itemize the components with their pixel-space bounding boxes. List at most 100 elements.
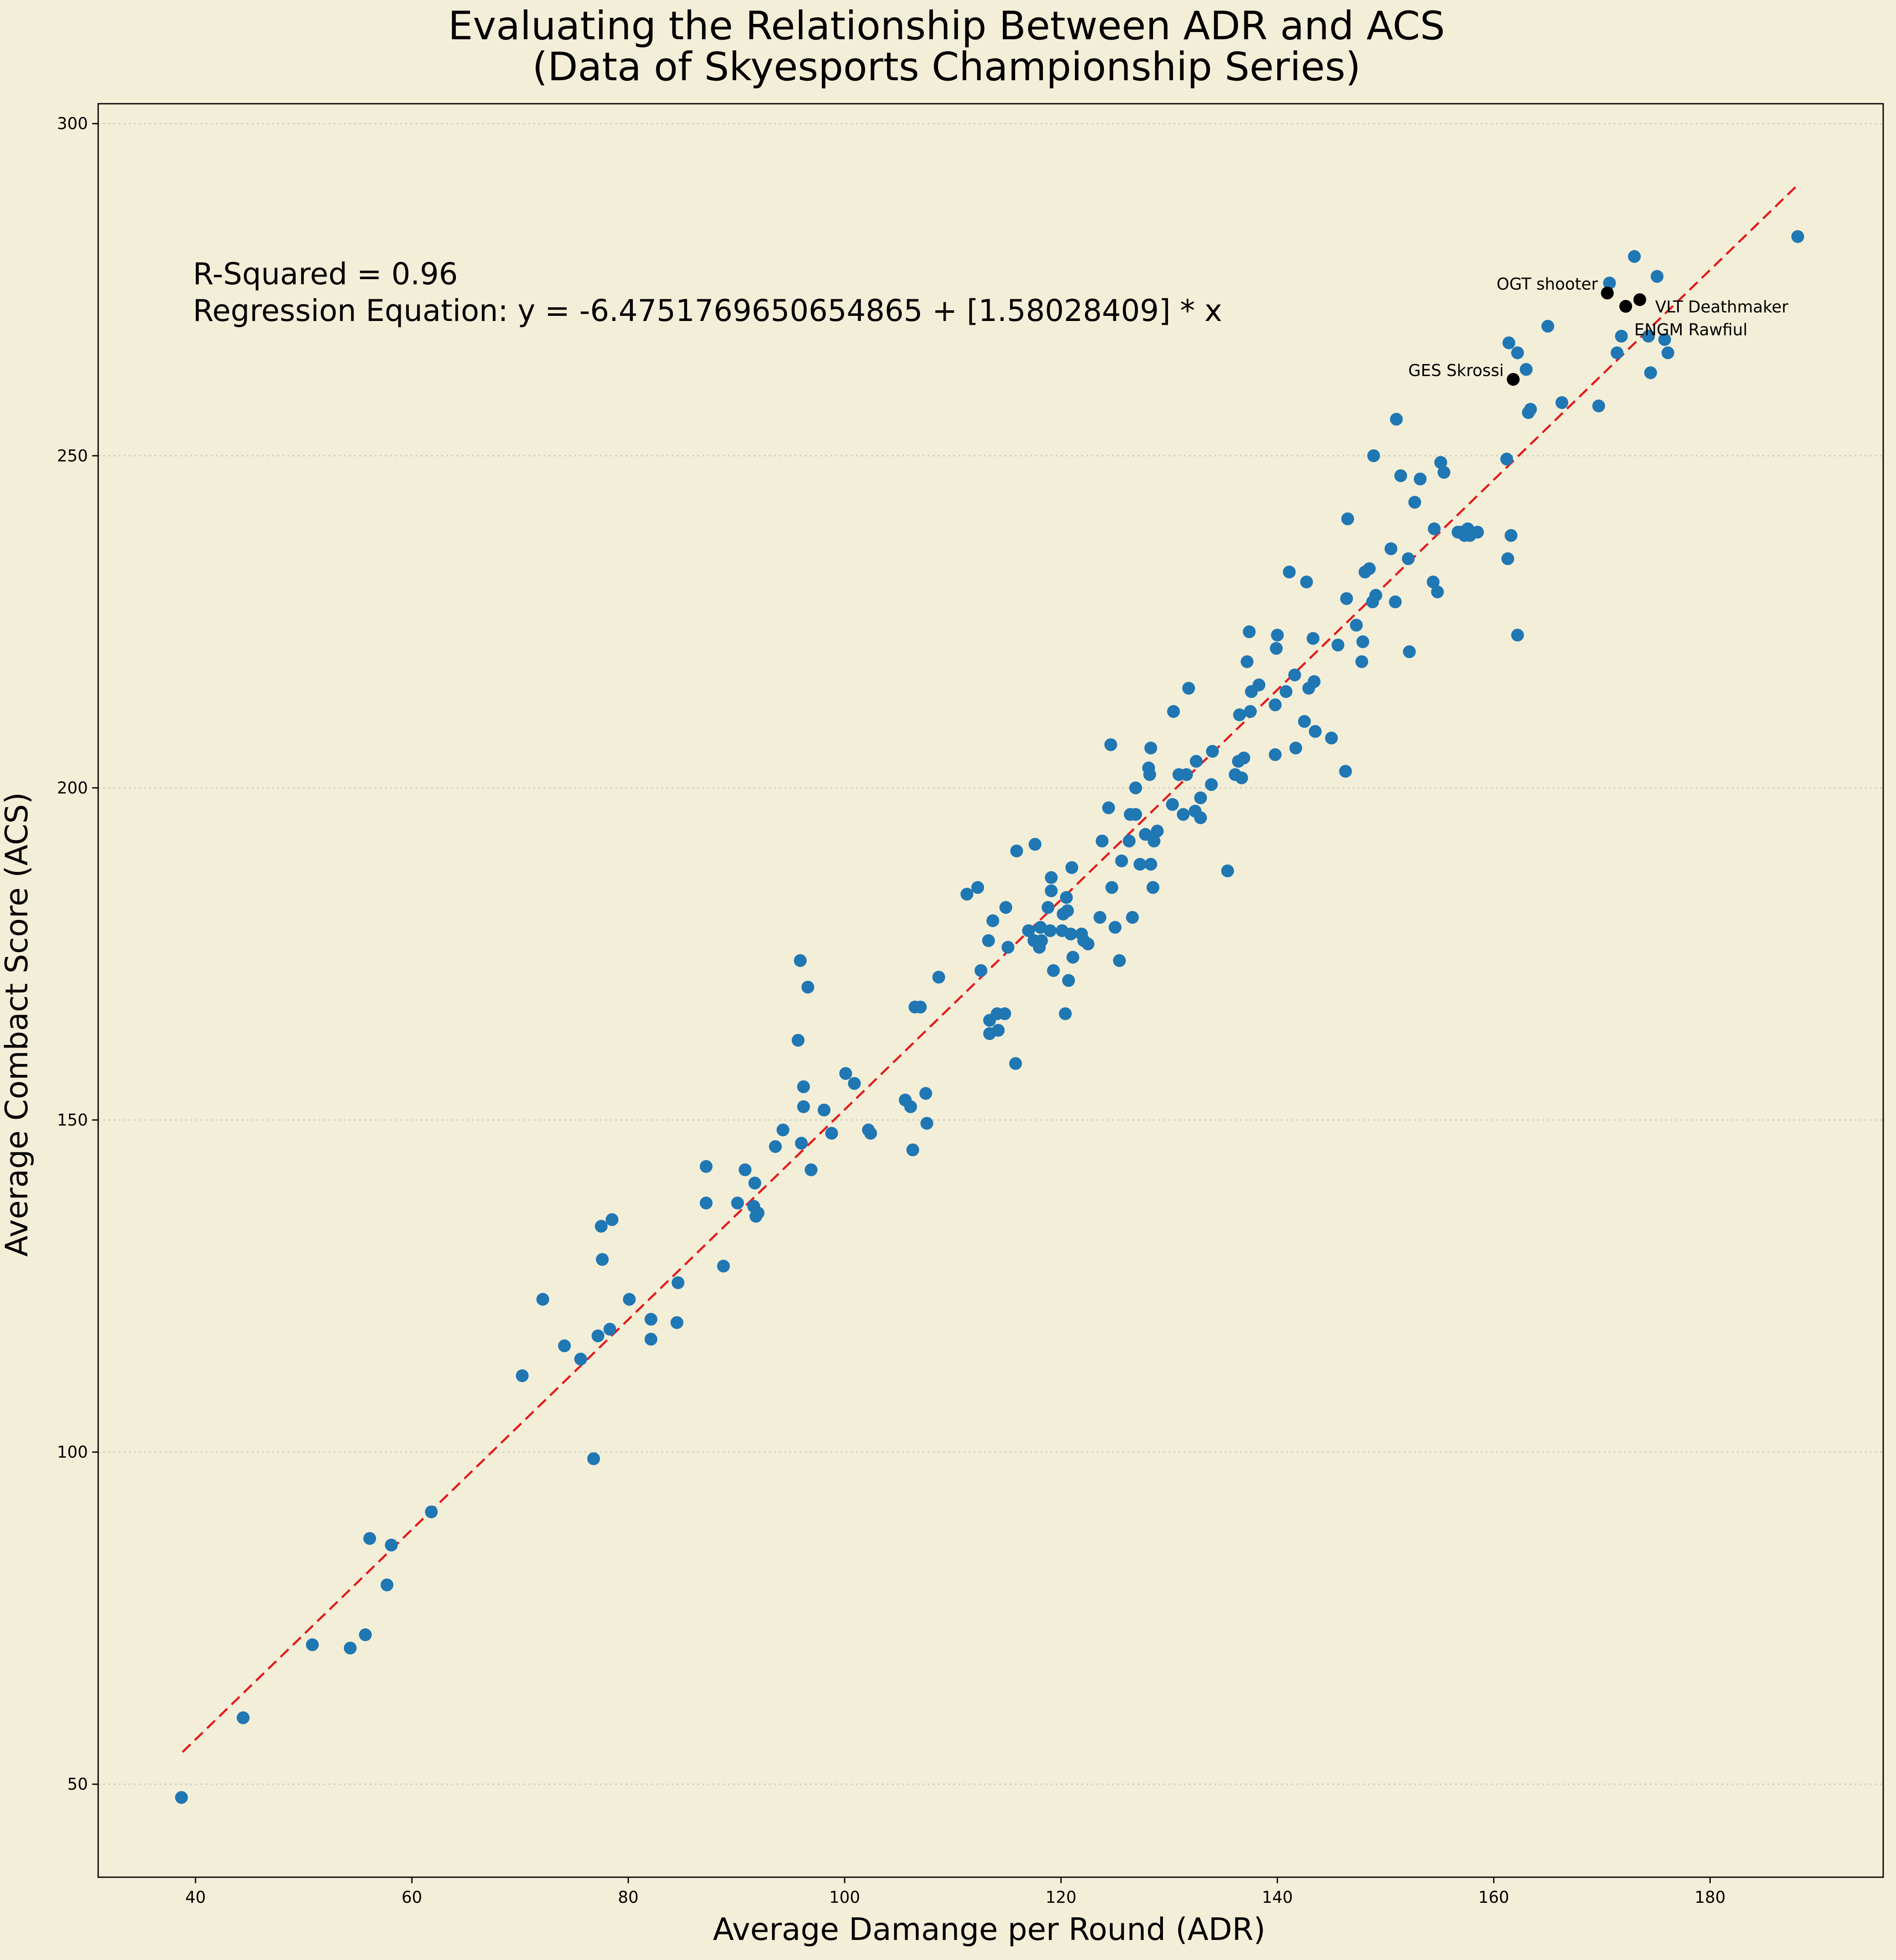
- data-point: [1341, 512, 1354, 525]
- data-point: [1402, 552, 1415, 565]
- data-point: [1511, 628, 1524, 642]
- data-point: [971, 881, 984, 894]
- x-tick-label: 120: [1046, 1888, 1077, 1907]
- data-point: [1511, 346, 1524, 359]
- data-point: [363, 1532, 376, 1545]
- data-point: [1237, 751, 1250, 764]
- data-point: [175, 1791, 188, 1804]
- data-point: [1389, 595, 1402, 609]
- data-point: [1642, 330, 1655, 343]
- data-point: [1644, 366, 1657, 379]
- data-point: [1235, 771, 1248, 785]
- data-point: [1628, 250, 1641, 263]
- data-point: [536, 1293, 549, 1306]
- data-point: [699, 1196, 713, 1210]
- data-point: [1105, 881, 1118, 894]
- data-point: [1611, 346, 1624, 359]
- data-point: [1437, 466, 1450, 479]
- data-point: [1241, 655, 1254, 668]
- data-point: [797, 1100, 810, 1113]
- x-tick-label: 80: [618, 1888, 638, 1907]
- data-point: [1350, 618, 1363, 632]
- data-point: [644, 1312, 658, 1326]
- data-point: [1190, 755, 1203, 768]
- data-point: [574, 1353, 587, 1366]
- data-point: [1047, 964, 1060, 977]
- data-point: [1034, 921, 1047, 934]
- data-point: [864, 1127, 877, 1140]
- data-point: [818, 1103, 831, 1117]
- data-point: [380, 1578, 393, 1592]
- data-point: [998, 1007, 1011, 1020]
- grid-lines: [98, 123, 1883, 1785]
- data-point: [1022, 924, 1035, 937]
- data-point: [1427, 522, 1441, 535]
- data-point: [1041, 901, 1054, 914]
- data-point: [1252, 678, 1266, 691]
- data-point: [1403, 645, 1416, 658]
- data-point: [797, 1080, 810, 1094]
- data-point: [1500, 452, 1513, 466]
- data-point: [1270, 642, 1283, 655]
- data-point: [1062, 974, 1075, 987]
- data-point: [974, 964, 987, 977]
- data-point: [359, 1628, 372, 1641]
- data-point: [1065, 861, 1078, 874]
- data-point: [1340, 592, 1353, 605]
- data-point: [1133, 858, 1147, 871]
- data-point: [1355, 655, 1369, 668]
- data-point: [1431, 585, 1444, 598]
- data-point: [848, 1077, 861, 1090]
- data-point: [1028, 838, 1042, 851]
- data-point: [1356, 635, 1369, 648]
- data-point: [425, 1505, 438, 1519]
- data-point: [1243, 625, 1256, 639]
- data-point: [1221, 864, 1234, 878]
- data-point: [932, 971, 945, 984]
- data-point: [1339, 764, 1352, 778]
- data-point: [1122, 834, 1136, 848]
- data-point: [385, 1538, 398, 1552]
- data-point: [717, 1260, 730, 1273]
- data-point: [1791, 230, 1804, 243]
- data-point: [1177, 808, 1190, 821]
- data-point: [1661, 346, 1675, 359]
- data-point: [1244, 705, 1257, 718]
- data-point: [1298, 715, 1311, 728]
- data-point: [1144, 858, 1157, 871]
- data-point: [1180, 768, 1193, 781]
- data-point: [1271, 628, 1284, 642]
- data-point: [1555, 396, 1569, 409]
- data-point: [591, 1329, 605, 1342]
- data-point: [1520, 363, 1533, 376]
- highlighted-point: [1506, 373, 1520, 386]
- data-point: [1367, 449, 1380, 462]
- data-point: [1541, 320, 1555, 333]
- data-point: [1427, 575, 1440, 589]
- data-point: [1658, 333, 1671, 346]
- player-label: ENGM Rawfiul: [1634, 321, 1747, 339]
- data-point: [960, 887, 973, 901]
- data-point: [344, 1642, 357, 1655]
- data-point: [1045, 884, 1058, 898]
- data-point: [1035, 934, 1048, 947]
- data-point: [1093, 911, 1107, 924]
- data-point: [1309, 725, 1322, 738]
- data-point: [906, 1143, 919, 1156]
- data-point: [1306, 632, 1319, 645]
- data-point: [644, 1333, 658, 1346]
- data-point: [1390, 413, 1403, 426]
- data-point: [1283, 566, 1296, 579]
- data-point: [1300, 575, 1313, 589]
- data-point: [794, 954, 807, 967]
- data-point: [1167, 705, 1180, 718]
- data-point: [1434, 456, 1447, 469]
- data-point: [1148, 834, 1161, 848]
- data-point: [671, 1276, 684, 1289]
- data-point: [1269, 698, 1282, 712]
- data-point: [1129, 808, 1142, 821]
- data-point: [1279, 685, 1293, 698]
- data-point: [1308, 675, 1321, 688]
- data-point: [1502, 336, 1515, 350]
- data-point: [606, 1213, 619, 1226]
